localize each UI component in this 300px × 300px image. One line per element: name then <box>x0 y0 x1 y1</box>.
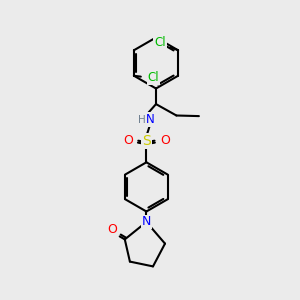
Text: H: H <box>138 115 146 125</box>
Text: O: O <box>123 134 133 147</box>
Text: O: O <box>160 134 170 147</box>
Text: N: N <box>142 215 151 229</box>
Text: Cl: Cl <box>148 71 159 84</box>
Text: Cl: Cl <box>154 36 166 49</box>
Text: S: S <box>142 134 151 148</box>
Text: N: N <box>146 113 154 126</box>
Text: O: O <box>107 223 117 236</box>
